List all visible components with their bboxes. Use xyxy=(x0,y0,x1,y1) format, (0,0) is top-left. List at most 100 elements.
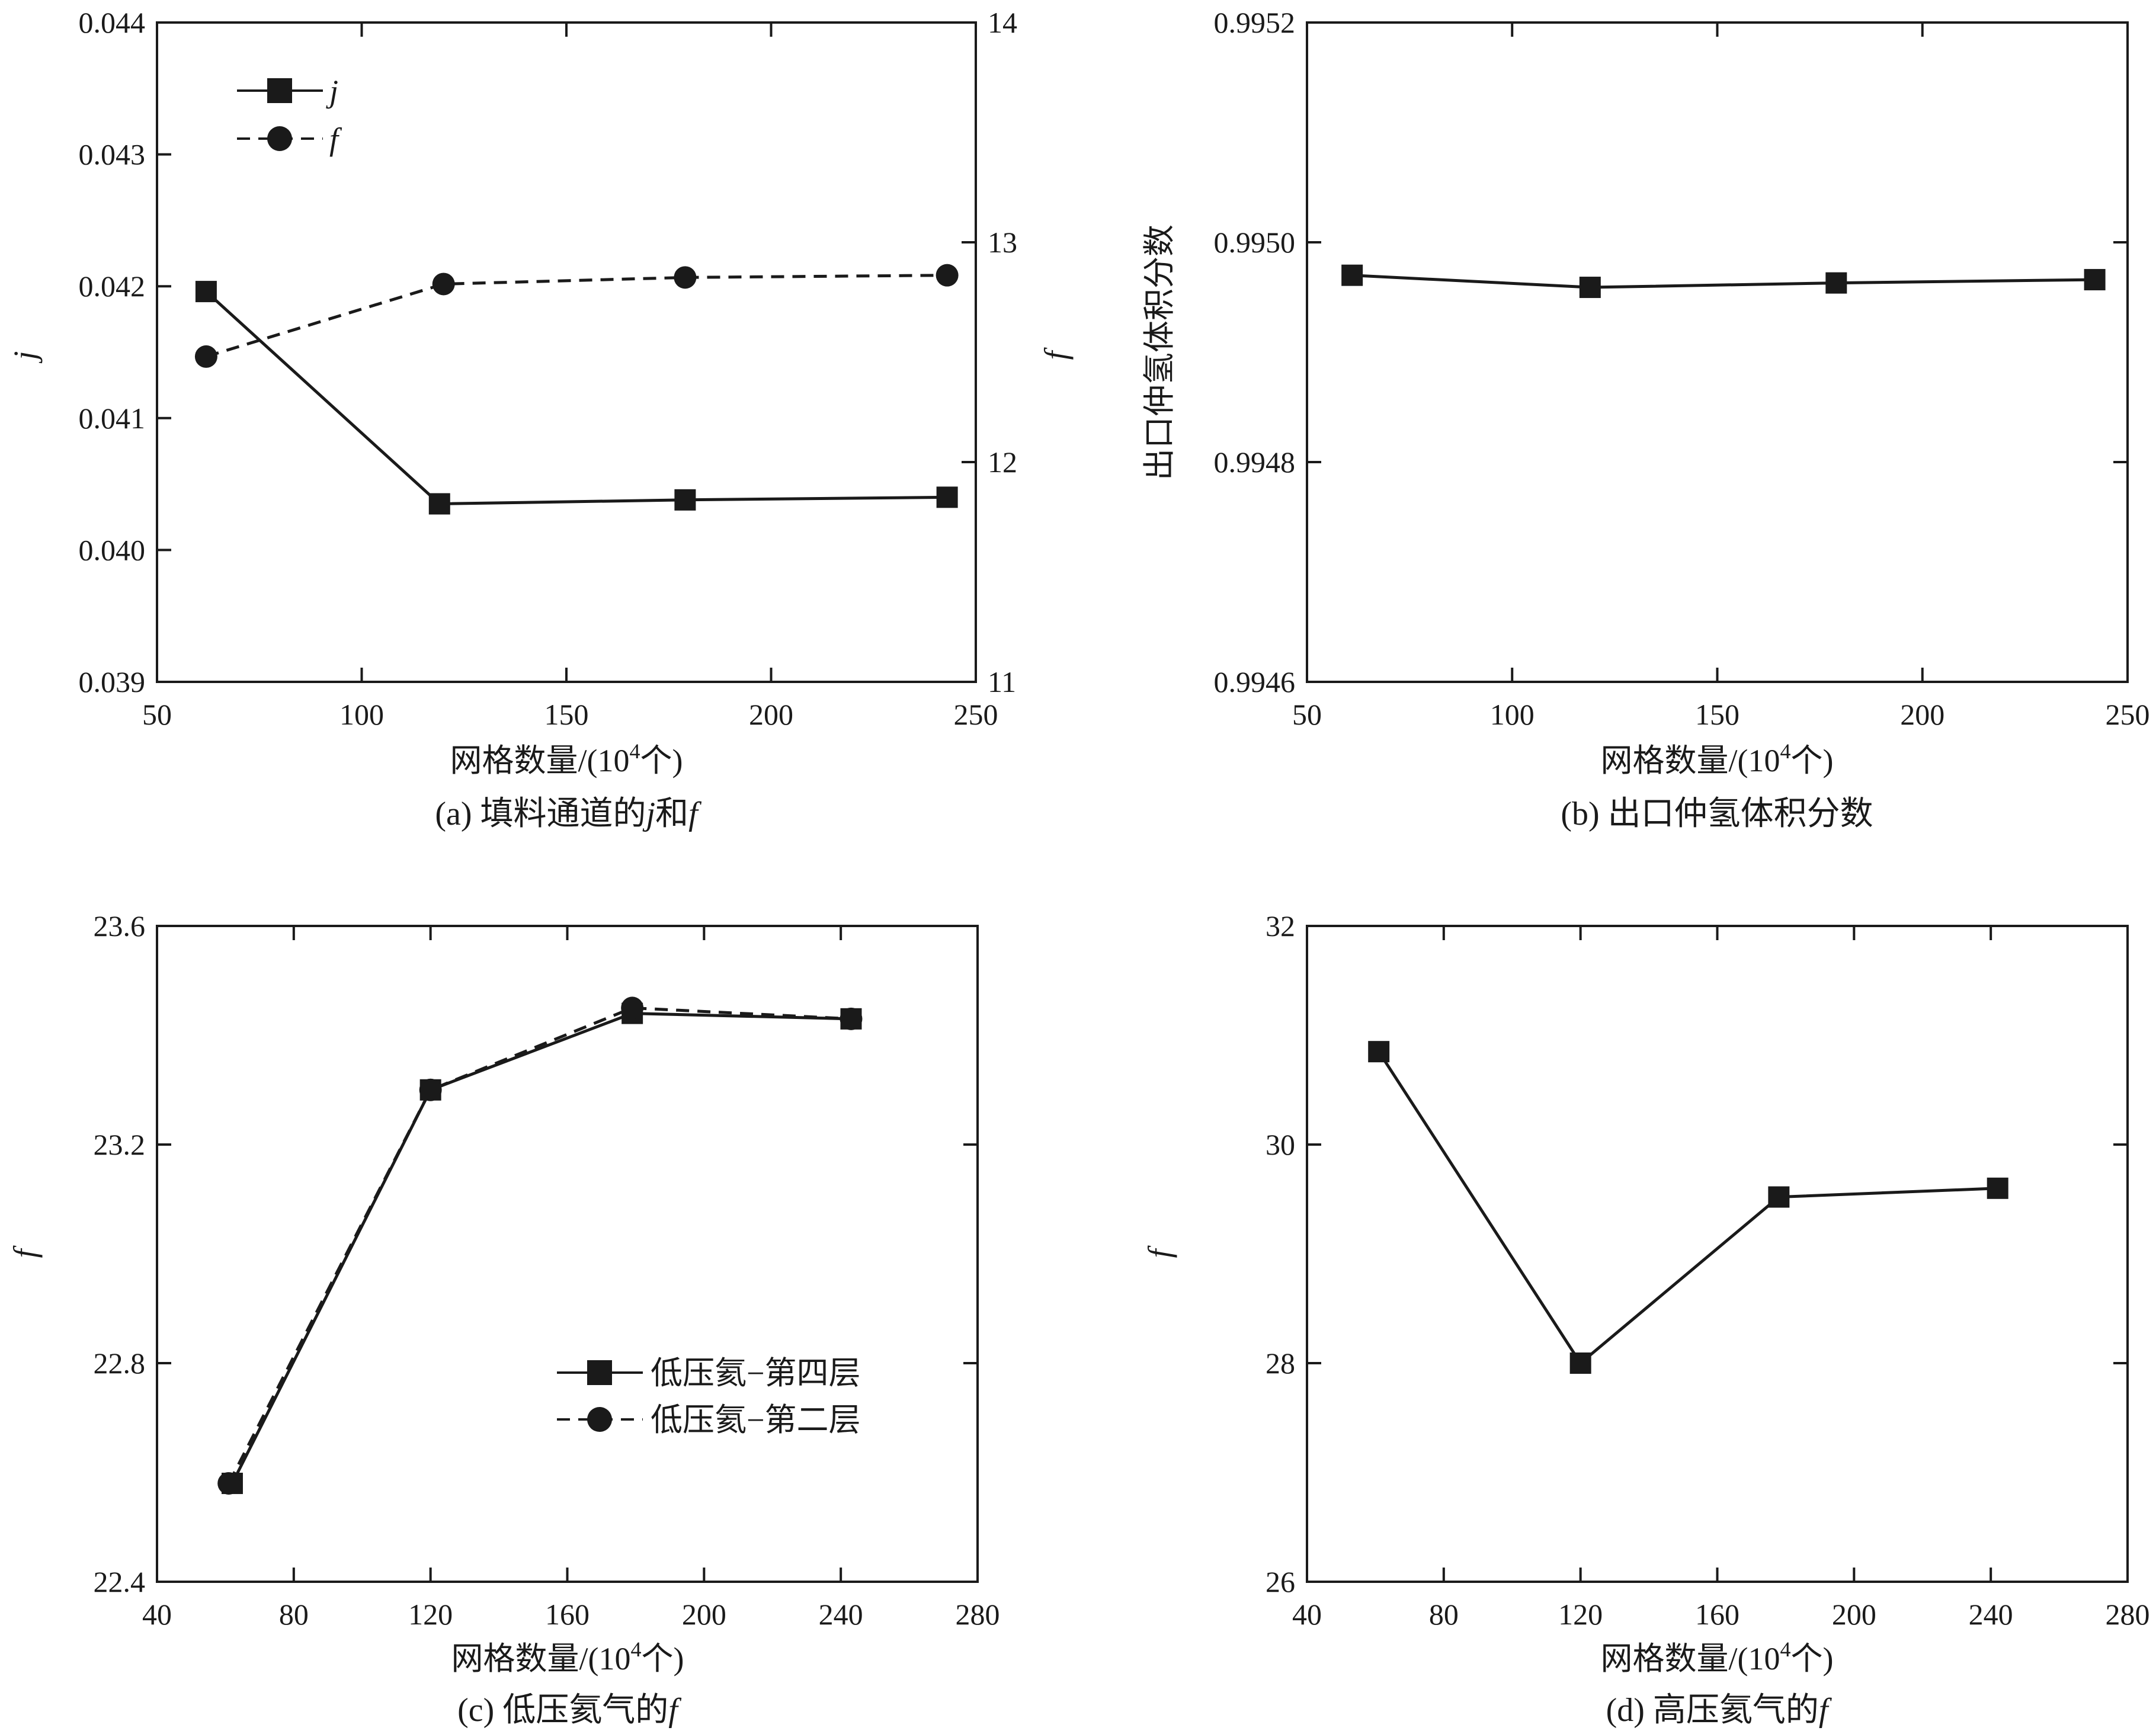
y-tick-label: 0.041 xyxy=(79,402,146,435)
x-tick-label: 280 xyxy=(2106,1598,2150,1631)
data-point-square xyxy=(936,486,958,508)
x-tick-label: 40 xyxy=(1292,1598,1322,1631)
legend-marker-circle xyxy=(587,1407,612,1432)
data-point-square xyxy=(1768,1186,1790,1208)
tick-group: 50 100 150 200 250 0.9946 0.9948 0.9950 0.9952 xyxy=(1214,6,2150,731)
data-point-circle xyxy=(936,264,959,287)
x-tick-label: 150 xyxy=(1695,698,1739,731)
panel-a-chart: 50 100 150 200 250 0.039 0.040 0.041 0.042 0.043 0… xyxy=(7,6,1074,832)
y2-tick-label: 12 xyxy=(988,445,1017,479)
panel-b-chart: 50 100 150 200 250 0.9946 0.9948 0.9950 0.9952 出… xyxy=(1142,6,2150,832)
data-point-square xyxy=(1579,277,1601,299)
caption-a-mid: 和 xyxy=(655,796,688,832)
x-axis-label-sup: 4 xyxy=(1780,1637,1791,1661)
x-axis-label-suffix: 个) xyxy=(640,743,683,778)
y-tick-label: 30 xyxy=(1266,1128,1295,1161)
y-tick-label: 0.043 xyxy=(79,138,146,171)
y-tick-label: 28 xyxy=(1266,1347,1295,1380)
data-point-circle xyxy=(432,273,455,296)
x-tick-label: 200 xyxy=(682,1598,726,1631)
legend-marker-circle xyxy=(267,126,292,151)
legend-marker-square xyxy=(267,78,292,103)
y-tick-label: 0.9950 xyxy=(1214,226,1296,259)
legend: 低压氦−第四层 低压氦−第二层 xyxy=(557,1355,860,1438)
x-tick-label: 150 xyxy=(544,698,589,731)
x-tick-label: 200 xyxy=(749,698,793,731)
y-tick-label: 0.9946 xyxy=(1214,665,1296,698)
x-axis-label-main: 网格数量/(10 xyxy=(1601,1641,1780,1677)
legend-label-layer2: 低压氦−第二层 xyxy=(651,1402,860,1438)
data-point-square xyxy=(2084,269,2106,291)
y2-tick-label: 14 xyxy=(988,6,1017,39)
y-tick-label: 0.9948 xyxy=(1214,445,1296,479)
data-point-square xyxy=(428,493,450,515)
series-line-2 xyxy=(206,274,947,358)
x-axis-label-sup: 4 xyxy=(630,739,640,763)
series-group xyxy=(1368,1041,2008,1374)
x-tick-label: 240 xyxy=(819,1598,863,1631)
data-point-square xyxy=(1569,1352,1591,1374)
legend-label-j: j xyxy=(326,73,338,109)
series-line-1 xyxy=(1352,274,2095,289)
x-tick-label: 160 xyxy=(1695,1598,1739,1631)
x-tick-label: 100 xyxy=(339,698,384,731)
x-tick-label: 280 xyxy=(956,1598,1000,1631)
y2-tick-label: 13 xyxy=(988,226,1017,259)
x-axis-label-main: 网格数量/(10 xyxy=(450,743,630,778)
y-axis-label: 出口仲氢体积分数 xyxy=(1142,225,1177,480)
x-tick-label: 250 xyxy=(954,698,998,731)
series-line-1 xyxy=(205,290,947,506)
x-tick-label: 80 xyxy=(1429,1598,1459,1631)
x-axis-label-suffix: 个) xyxy=(1791,743,1834,778)
caption-c: (c) 低压氦气的f xyxy=(457,1692,682,1729)
data-point-circle xyxy=(621,996,644,1020)
y-tick-label: 0.039 xyxy=(79,665,146,698)
x-tick-label: 240 xyxy=(1969,1598,2013,1631)
x-axis-label-main: 网格数量/(10 xyxy=(451,1641,631,1677)
y-tick-label: 0.044 xyxy=(79,6,146,39)
series-line-1 xyxy=(1377,1050,1998,1366)
caption-a-prefix: (a) 填料通道的 xyxy=(435,796,646,832)
x-axis-label-sup: 4 xyxy=(1780,739,1791,763)
series-group xyxy=(194,264,959,515)
data-point-circle xyxy=(419,1078,442,1101)
x-axis-label-suffix: 个) xyxy=(642,1641,684,1677)
y-axis-label: j xyxy=(7,351,43,363)
caption-a-j: j xyxy=(643,796,656,832)
x-tick-label: 100 xyxy=(1490,698,1534,731)
x-tick-label: 50 xyxy=(142,698,172,731)
y-tick-label: 23.6 xyxy=(94,909,146,943)
y-tick-label: 23.2 xyxy=(94,1128,146,1161)
x-axis-label-sup: 4 xyxy=(631,1637,642,1661)
x-tick-label: 120 xyxy=(408,1598,453,1631)
y-tick-label: 22.4 xyxy=(94,1565,146,1598)
tick-group: 40 80 120 160 200 240 280 26 28 30 32 xyxy=(1266,909,2150,1631)
data-point-square xyxy=(674,489,696,511)
series-group xyxy=(217,996,863,1495)
caption-d-prefix: (d) 高压氦气的 xyxy=(1606,1692,1819,1729)
x-tick-label: 200 xyxy=(1900,698,1944,731)
x-axis-label: 网格数量/(104个) xyxy=(451,1637,684,1677)
y2-tick-label: 11 xyxy=(988,665,1016,698)
legend-marker-square xyxy=(587,1360,612,1385)
data-point-circle xyxy=(217,1472,241,1495)
series-line-1 xyxy=(230,1012,851,1485)
caption-d: (d) 高压氦气的f xyxy=(1606,1692,1833,1729)
tick-group: 40 80 120 160 200 240 280 22.4 22.8 23.2 23.6 xyxy=(94,909,1000,1631)
x-tick-label: 80 xyxy=(279,1598,309,1631)
data-point-circle xyxy=(674,266,697,289)
caption-c-prefix: (c) 低压氦气的 xyxy=(457,1692,668,1729)
x-axis-label-suffix: 个) xyxy=(1791,1641,1834,1677)
data-point-square xyxy=(1825,272,1847,294)
data-point-square xyxy=(1341,264,1363,286)
x-tick-label: 40 xyxy=(142,1598,172,1631)
data-point-square xyxy=(1368,1041,1390,1063)
x-tick-label: 200 xyxy=(1832,1598,1876,1631)
x-axis-label: 网格数量/(104个) xyxy=(1601,1637,1834,1677)
data-point-square xyxy=(1987,1177,2008,1199)
x-axis-label: 网格数量/(104个) xyxy=(1601,739,1834,778)
y-tick-label: 0.040 xyxy=(79,533,146,566)
x-tick-label: 50 xyxy=(1292,698,1322,731)
